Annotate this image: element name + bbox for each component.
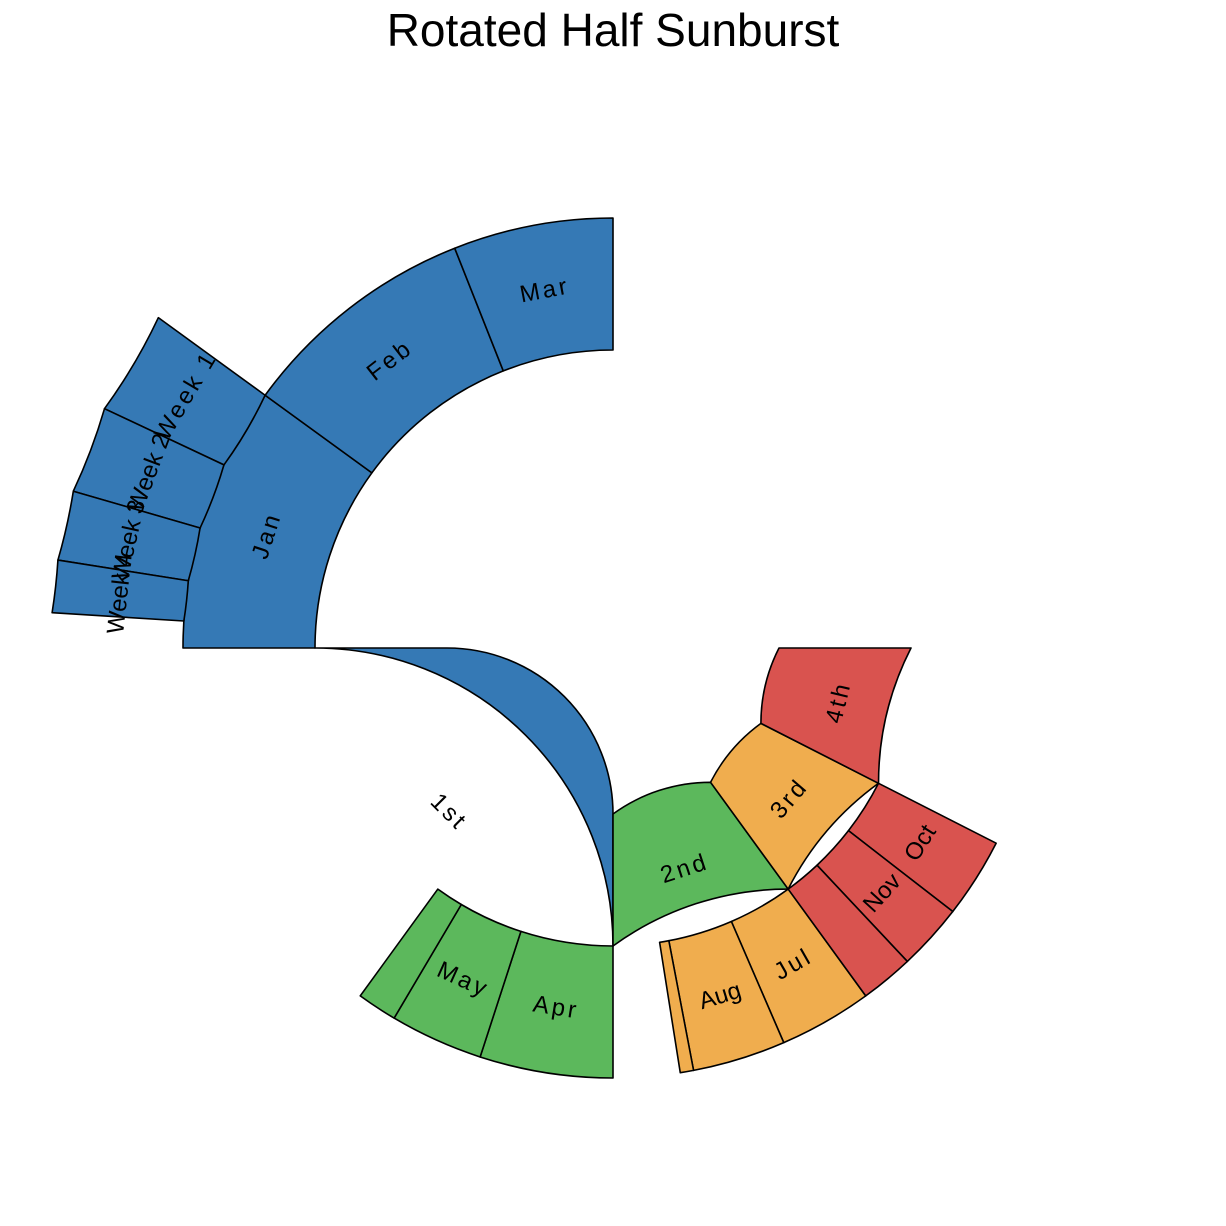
segment-dec[interactable] [787,864,909,997]
chart-title: Rotated Half Sunburst [386,4,840,56]
segment-1st[interactable] [314,647,614,947]
segment-jun[interactable] [359,888,463,1019]
segment-mar[interactable] [453,217,614,372]
segment-week-4[interactable] [51,559,190,622]
segment-4th[interactable] [760,647,912,785]
label-1st: 1st [425,788,473,836]
segment-sep[interactable] [658,939,695,1074]
sunburst-segments [51,217,997,1079]
